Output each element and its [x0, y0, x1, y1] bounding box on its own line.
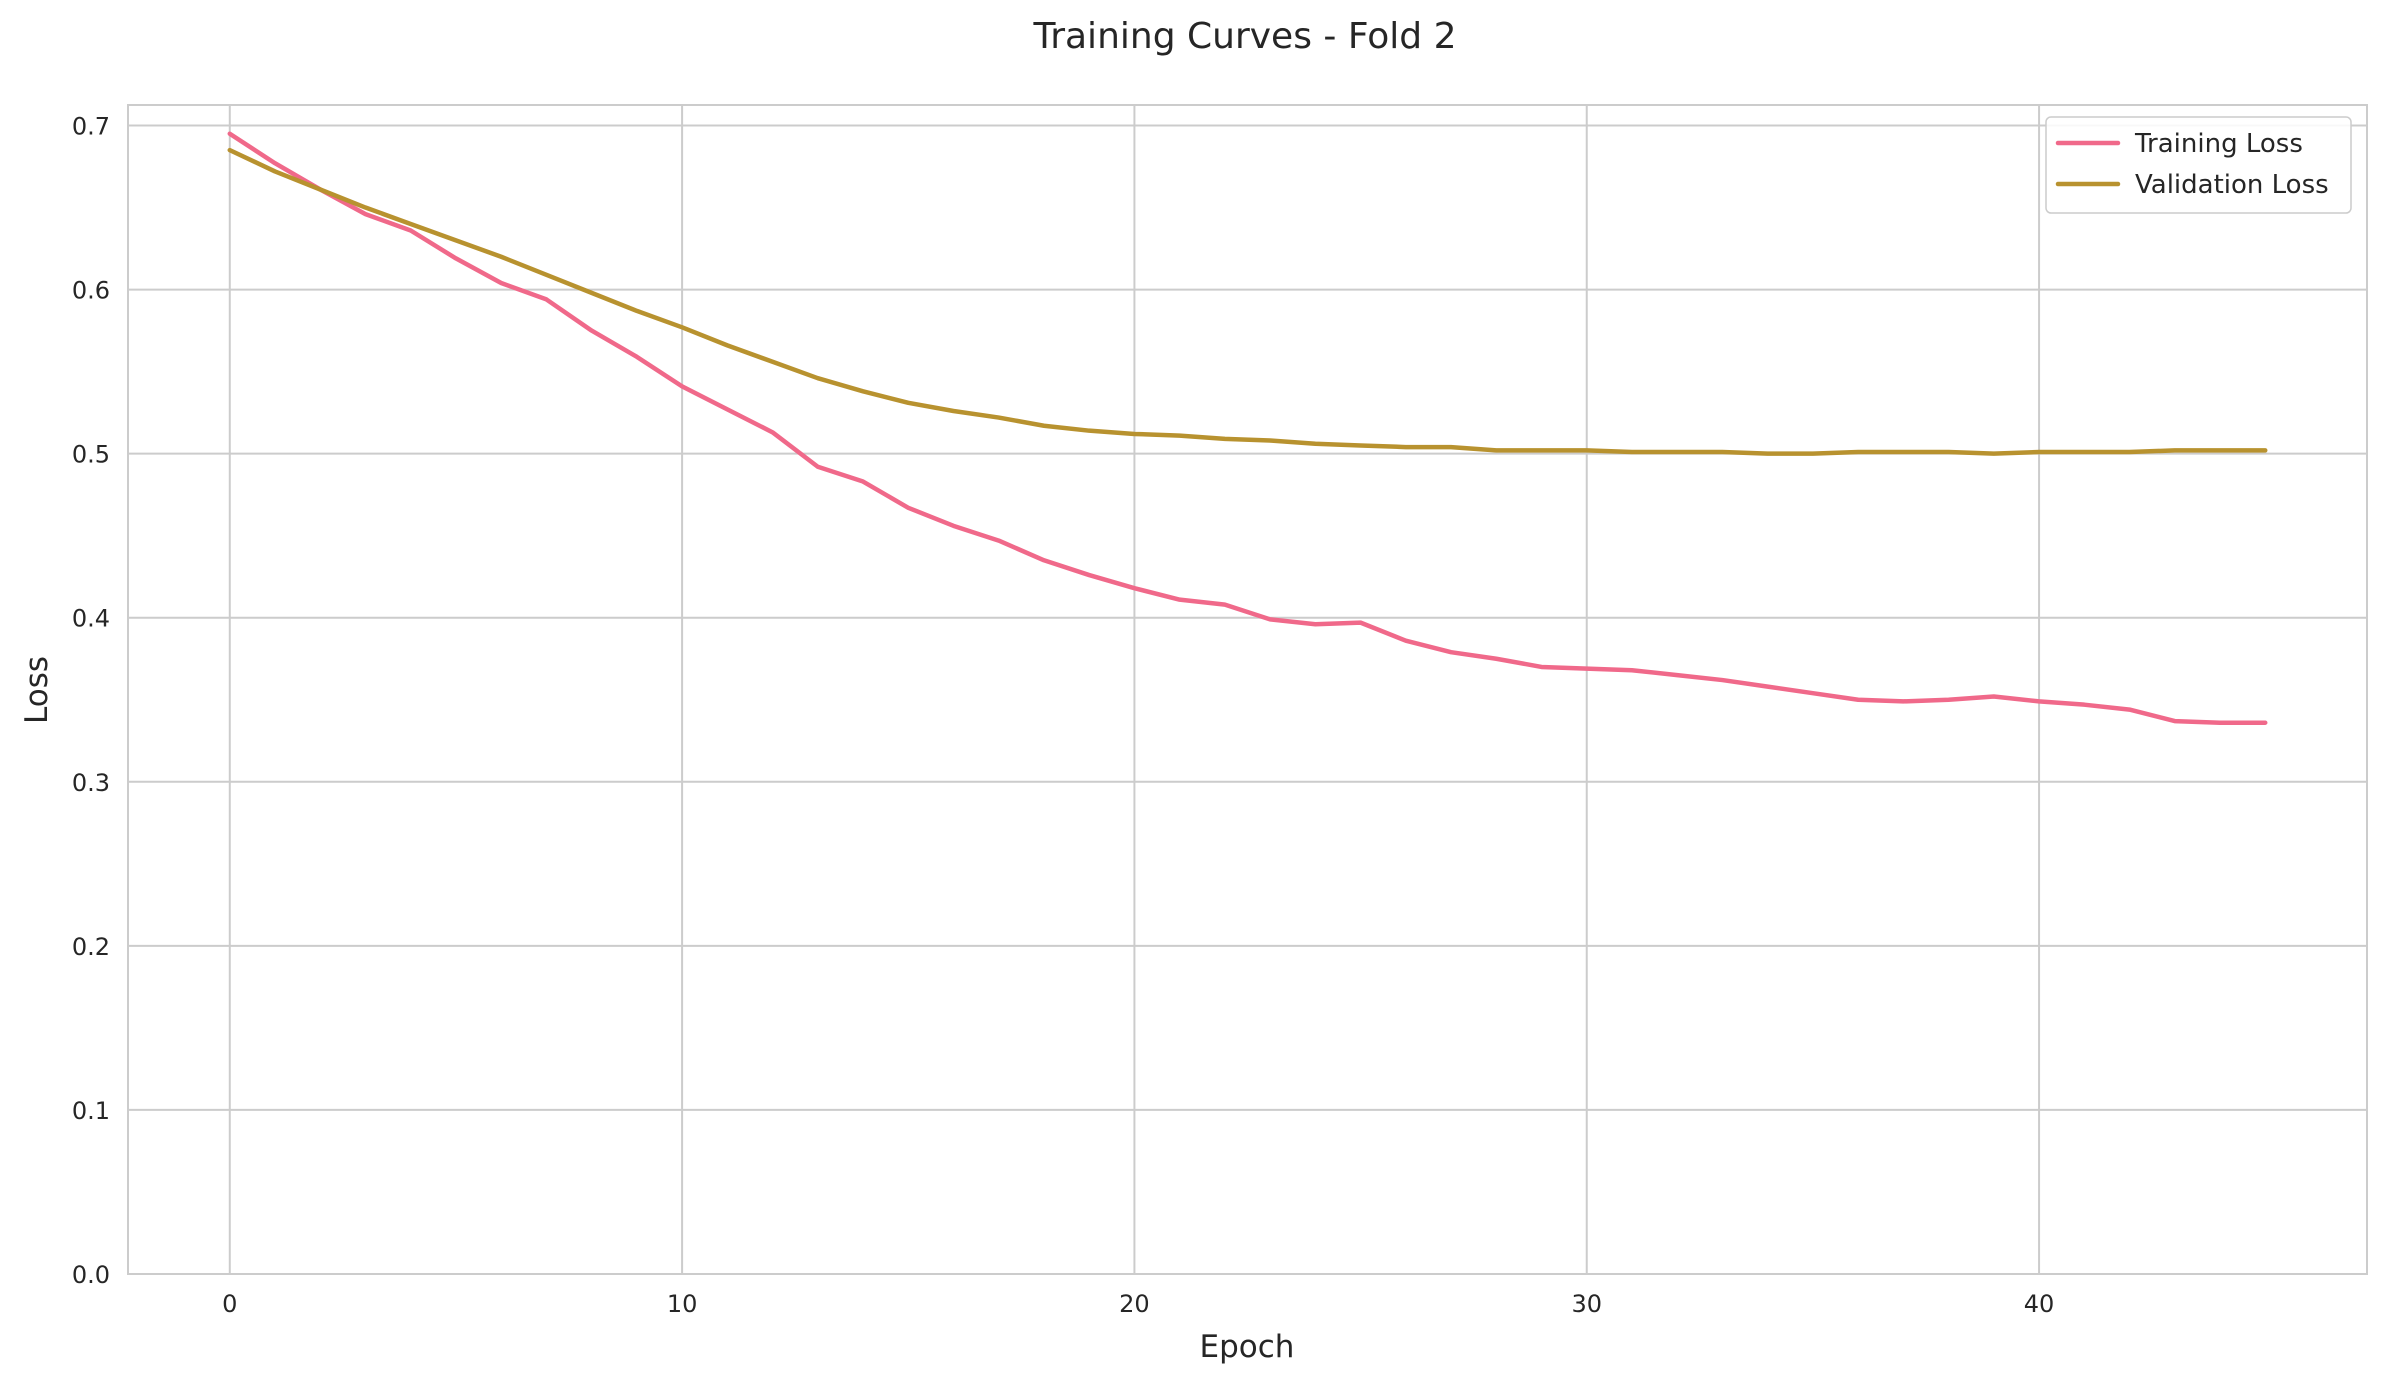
y-tick-label: 0.0 — [72, 1261, 110, 1289]
legend-label-validation-loss: Validation Loss — [2135, 170, 2329, 200]
chart-title: Training Curves - Fold 2 — [1033, 16, 1457, 57]
x-tick-label: 30 — [1571, 1290, 1602, 1318]
x-axis-ticks: 0 10 20 30 40 — [222, 1290, 2054, 1318]
grid — [128, 105, 2367, 1275]
x-axis-title: Epoch — [1200, 1329, 1295, 1365]
series-group — [227, 131, 2268, 725]
x-tick-label: 0 — [222, 1290, 237, 1318]
series-line-validation-loss — [227, 147, 2268, 456]
y-axis-ticks: 0.0 0.1 0.2 0.3 0.4 0.5 0.6 0.7 — [72, 113, 110, 1289]
y-tick-label: 0.4 — [72, 605, 110, 633]
legend-label-training-loss: Training Loss — [2134, 129, 2303, 159]
x-tick-label: 40 — [2024, 1290, 2055, 1318]
y-tick-label: 0.5 — [72, 441, 110, 469]
y-axis-title: Loss — [19, 656, 55, 724]
series-line-training-loss — [227, 131, 2268, 725]
x-tick-label: 20 — [1119, 1290, 1150, 1318]
plot-frame — [127, 104, 2368, 1275]
y-tick-label: 0.2 — [72, 933, 110, 961]
y-tick-label: 0.7 — [72, 113, 110, 141]
y-tick-label: 0.6 — [72, 277, 110, 305]
legend: Training Loss Validation Loss — [2045, 116, 2352, 214]
legend-box — [2045, 116, 2352, 214]
y-tick-label: 0.3 — [72, 769, 110, 797]
y-tick-label: 0.1 — [72, 1097, 110, 1125]
x-tick-label: 10 — [667, 1290, 698, 1318]
